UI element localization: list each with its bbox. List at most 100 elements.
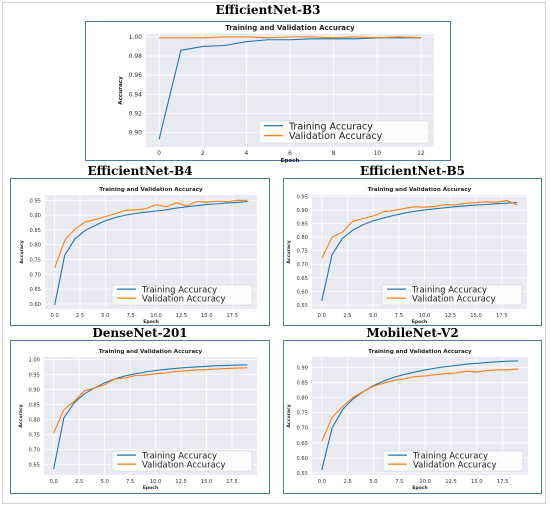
x-tick-label: 10.0 [150, 313, 162, 319]
y-tick-label: 0.92 [129, 110, 143, 117]
chart-title: Training and Validation Accuracy [368, 349, 472, 355]
panel-efficientnet-b3: EfficientNet-B3 0.90 0.92 0.94 0.96 0.98 1.00… [85, 3, 451, 164]
y-tick-label: 0.60 [296, 289, 308, 295]
x-tick-label: 2 [201, 150, 205, 157]
chart-efficientnet-b4: 0.60 0.65 0.70 0.75 0.80 0.85 0.90 0.95 0.0 2.5 5.… [19, 187, 257, 325]
y-tick-label: 0.85 [28, 402, 40, 408]
x-tick-label: 0 [157, 150, 161, 157]
y-axis-label: Accuracy [19, 240, 25, 263]
training-accuracy-line [53, 364, 248, 470]
x-tick-label: 2.5 [343, 313, 351, 319]
panel-mobilenet-v2: MobileNet-V2 0.55 0.60 0.65 0.70 0.75 0.80 0.8… [283, 326, 542, 494]
validation-accuracy-line [321, 199, 518, 259]
x-tick-label: 5.0 [101, 313, 109, 319]
legend-box [111, 450, 253, 472]
y-tick-label: 0.95 [29, 198, 41, 204]
x-tick-label: 0.0 [50, 479, 58, 485]
panel-efficientnet-b4: EfficientNet-B4 0.60 0.65 0.70 0.75 0.80 0.85… [10, 164, 270, 326]
y-tick-label: 0.80 [28, 417, 40, 423]
panel-title: EfficientNet-B5 [360, 164, 465, 178]
x-tick-label: 5.0 [369, 479, 377, 485]
y-tick-label: 0.80 [29, 243, 41, 249]
legend-box [258, 120, 430, 144]
y-tick-label: 0.70 [29, 272, 41, 278]
x-axis-label: Epoch [281, 158, 300, 164]
y-tick-label: 0.75 [296, 411, 308, 417]
chart-title: Training and Validation Accuracy [225, 24, 355, 32]
y-tick-label: 0.75 [296, 249, 308, 255]
chart-title: Training and Validation Accuracy [99, 187, 203, 193]
y-tick-label: 0.65 [28, 462, 40, 468]
y-tick-label: 0.60 [29, 302, 41, 308]
chart-title: Training and Validation Accuracy [368, 187, 472, 193]
training-accuracy-line [321, 360, 519, 471]
y-tick-label: 0.65 [296, 276, 308, 282]
x-tick-label: 5.0 [369, 313, 377, 319]
y-tick-label: 0.95 [296, 194, 308, 200]
x-tick-label: 0.0 [51, 313, 59, 319]
legend-label-validation: Validation Accuracy [413, 461, 496, 471]
x-tick-label: 6 [288, 150, 292, 157]
y-tick-label: 0.95 [28, 372, 40, 378]
panel-title: EfficientNet-B4 [87, 164, 193, 178]
panel-title: EfficientNet-B3 [215, 3, 321, 17]
x-tick-label: 10.0 [419, 313, 431, 319]
y-tick-label: 0.90 [296, 366, 308, 372]
validation-accuracy-line [54, 199, 248, 269]
x-tick-label: 0.0 [318, 313, 326, 319]
training-accuracy-line [54, 200, 248, 306]
y-tick-label: 0.96 [129, 72, 143, 79]
x-tick-label: 10 [373, 150, 381, 157]
y-tick-label: 0.85 [29, 228, 41, 234]
legend-box [382, 450, 524, 472]
validation-accuracy-line [321, 368, 519, 442]
chart-efficientnet-b5: 0.55 0.60 0.65 0.70 0.75 0.80 0.85 0.90 0.95 0.0 2… [286, 187, 527, 325]
legend-box [381, 284, 523, 306]
x-tick-label: 8 [332, 150, 336, 157]
y-tick-label: 0.90 [296, 208, 308, 214]
x-axis-label: Epoch [143, 485, 159, 491]
x-tick-label: 7.5 [126, 479, 134, 485]
x-tick-label: 5.0 [101, 479, 109, 485]
training-accuracy-line [321, 202, 518, 301]
x-tick-label: 15.0 [470, 313, 482, 319]
x-tick-label: 2.5 [344, 479, 352, 485]
x-tick-label: 15.0 [201, 479, 213, 485]
y-tick-label: 0.94 [129, 91, 143, 98]
legend-label-validation: Validation Accuracy [142, 295, 225, 305]
x-axis-label: Epoch [412, 485, 428, 491]
x-tick-label: 12.5 [176, 313, 188, 319]
panel-title: DenseNet-201 [92, 326, 188, 340]
x-tick-label: 12.5 [445, 313, 457, 319]
x-tick-label: 12 [417, 150, 425, 157]
x-tick-label: 0.0 [318, 479, 326, 485]
x-tick-label: 10.0 [419, 479, 431, 485]
y-tick-label: 0.60 [296, 456, 308, 462]
legend-label-validation: Validation Accuracy [142, 461, 225, 471]
legend-label-training: Training Accuracy [141, 452, 217, 462]
validation-accuracy-line [159, 36, 421, 39]
y-tick-label: 0.70 [28, 447, 40, 453]
y-tick-label: 0.90 [29, 213, 41, 219]
x-tick-label: 7.5 [395, 313, 403, 319]
y-axis-label: Accuracy [286, 240, 292, 263]
x-tick-label: 17.5 [226, 479, 238, 485]
x-tick-label: 7.5 [127, 313, 135, 319]
x-tick-label: 17.5 [497, 479, 509, 485]
x-axis-label: Epoch [143, 319, 159, 325]
x-tick-label: 2.5 [75, 479, 83, 485]
y-tick-label: 0.65 [296, 441, 308, 447]
y-tick-label: 0.90 [28, 387, 40, 393]
y-tick-label: 0.65 [29, 287, 41, 293]
y-tick-label: 0.55 [296, 303, 308, 309]
x-tick-label: 17.5 [226, 313, 238, 319]
legend-box [111, 284, 253, 306]
x-tick-label: 12.5 [445, 479, 457, 485]
y-tick-label: 0.90 [129, 130, 143, 137]
chart-efficientnet-b3: 0.90 0.92 0.94 0.96 0.98 1.00 0 2 4 6 8 10 12 Trainin… [118, 24, 434, 164]
legend-label-validation: Validation Accuracy [412, 295, 495, 305]
x-tick-label: 15.0 [201, 313, 213, 319]
x-tick-label: 2.5 [76, 313, 84, 319]
legend-label-training: Training Accuracy [141, 286, 217, 296]
y-tick-label: 0.98 [129, 53, 143, 60]
